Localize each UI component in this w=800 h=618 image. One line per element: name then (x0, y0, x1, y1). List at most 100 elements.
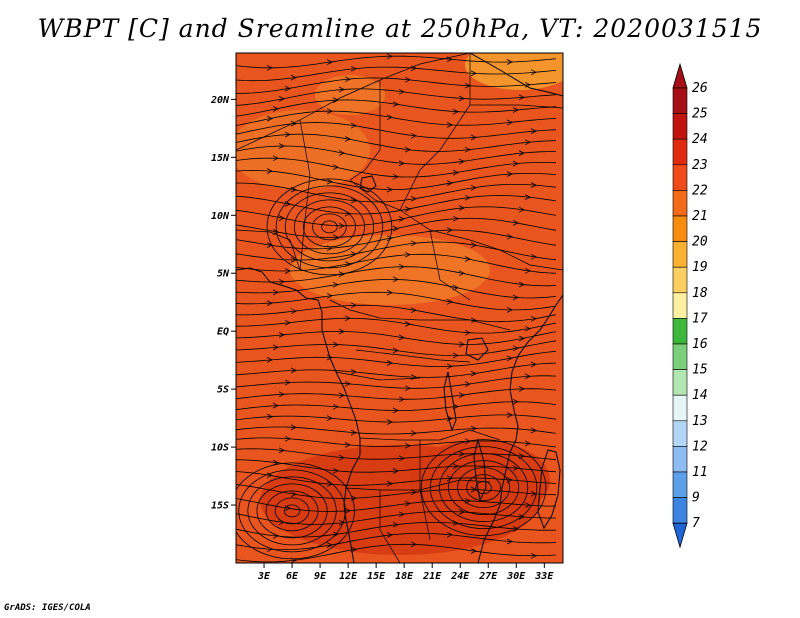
footer-credit: GrADS: IGES/COLA (4, 603, 91, 613)
streamline-arrow (506, 412, 513, 418)
streamline (236, 340, 557, 356)
streamline-arrow (524, 81, 531, 88)
lon-tick-label: 3E (257, 571, 271, 582)
streamline-arrow (350, 369, 357, 375)
streamline (236, 229, 557, 250)
streamline-arrow (284, 435, 291, 442)
streamline-arrow (338, 454, 345, 461)
streamline (236, 459, 557, 473)
streamline-arrow (458, 509, 465, 515)
streamline-arrow (278, 391, 285, 398)
streamline-arrow (518, 94, 525, 101)
streamline (236, 426, 557, 435)
lon-tick-label: 6E (286, 571, 299, 582)
colorbar-segment (672, 343, 688, 370)
streamline-arrow (344, 315, 351, 322)
lon-tick-label: 12E (339, 571, 358, 582)
streamline-arrow (284, 319, 291, 326)
streamline-arrow (410, 240, 417, 247)
streamline-arrow (284, 379, 291, 386)
colorbar-segment (672, 266, 688, 294)
streamline (236, 88, 557, 106)
streamline-arrow (404, 206, 411, 212)
streamline-arrow (458, 392, 465, 398)
streamline-arrow (458, 341, 465, 348)
streamline-arrow (410, 307, 417, 314)
vortex-ring (256, 483, 328, 539)
streamline (236, 522, 557, 538)
streamline-arrow (350, 122, 357, 129)
streamline-arrow (266, 64, 273, 71)
streamline-arrow (392, 173, 399, 180)
streamline-arrow (464, 146, 471, 153)
vortex-ring (420, 439, 547, 537)
vortex-ring (274, 497, 310, 525)
streamline-arrow (446, 122, 453, 128)
vortex-ring (448, 460, 520, 516)
colorbar-label: 25 (692, 107, 708, 122)
lon-tick-label: 15E (367, 571, 386, 582)
streamline-arrow (458, 205, 465, 211)
streamline-arrow (506, 307, 513, 313)
streamline-arrow (344, 507, 351, 514)
longitude-axis: 3E 6E 9E 12E 15E 18E 21E 24E 27E 30E 33E (257, 563, 554, 582)
cool-patch-top (315, 75, 385, 115)
vortex-ring (275, 185, 384, 269)
streamline-arrow (464, 381, 471, 387)
streamline-arrow (350, 65, 357, 72)
streamline-arrow (398, 160, 405, 167)
streamline-arrow (272, 289, 279, 296)
lon-tick-label: 21E (422, 571, 442, 582)
streamline-arrow (512, 398, 519, 405)
streamline-arrow (464, 329, 471, 336)
streamline-arrow (332, 341, 339, 348)
streamline-arrow (518, 206, 525, 213)
streamline-arrow (278, 278, 285, 285)
streamline-arrow (332, 164, 339, 171)
streamline-arrow (290, 367, 297, 374)
streamline-arrow (464, 82, 471, 89)
streamline-arrow (512, 345, 519, 352)
latitude-axis: 20N 15N 10N 5N EQ 5S 10S 15S (210, 95, 236, 512)
streamline-arrow (452, 284, 459, 291)
streamline-arrow (392, 407, 399, 414)
colorbar-label: 20 (692, 235, 708, 250)
streamline-arrow (350, 546, 357, 553)
streamline (236, 532, 557, 551)
vortex-ring (236, 462, 355, 560)
streamline (236, 350, 557, 367)
streamline (236, 484, 557, 499)
streamline-arrow (446, 56, 453, 63)
streamline (236, 157, 557, 178)
colorbar-segment (672, 497, 688, 524)
streamline-arrow (266, 357, 273, 363)
streamline-arrow (464, 256, 471, 262)
streamline-arrow (338, 392, 345, 399)
streamline (236, 110, 557, 126)
streamline (236, 241, 557, 261)
streamline-arrow (398, 88, 405, 95)
streamline-arrow (284, 85, 291, 92)
streamline-arrow (404, 76, 411, 83)
streamline-arrow (272, 229, 279, 235)
streamline-arrow (512, 107, 519, 113)
colorbar-label: 24 (692, 132, 708, 147)
streamline-arrow (326, 108, 333, 114)
streamline-arrow (518, 514, 525, 520)
streamline-arrow (446, 475, 453, 482)
streamline-arrow (410, 541, 417, 548)
lon-tick-label: 9E (314, 571, 327, 582)
streamline-arrow (290, 424, 297, 431)
streamline (236, 362, 557, 378)
streamline-arrow (518, 335, 525, 342)
streamline-arrow (398, 455, 405, 462)
colorbar-segment (672, 369, 688, 396)
lat-tick-label: 15N (211, 153, 230, 164)
streamline-arrow (518, 386, 525, 392)
colorbar-label: 23 (692, 158, 708, 173)
streamline-arrow (452, 108, 459, 115)
streamline-arrow (398, 511, 405, 518)
streamline-arrow (326, 415, 333, 422)
streamline-arrow (326, 292, 333, 299)
